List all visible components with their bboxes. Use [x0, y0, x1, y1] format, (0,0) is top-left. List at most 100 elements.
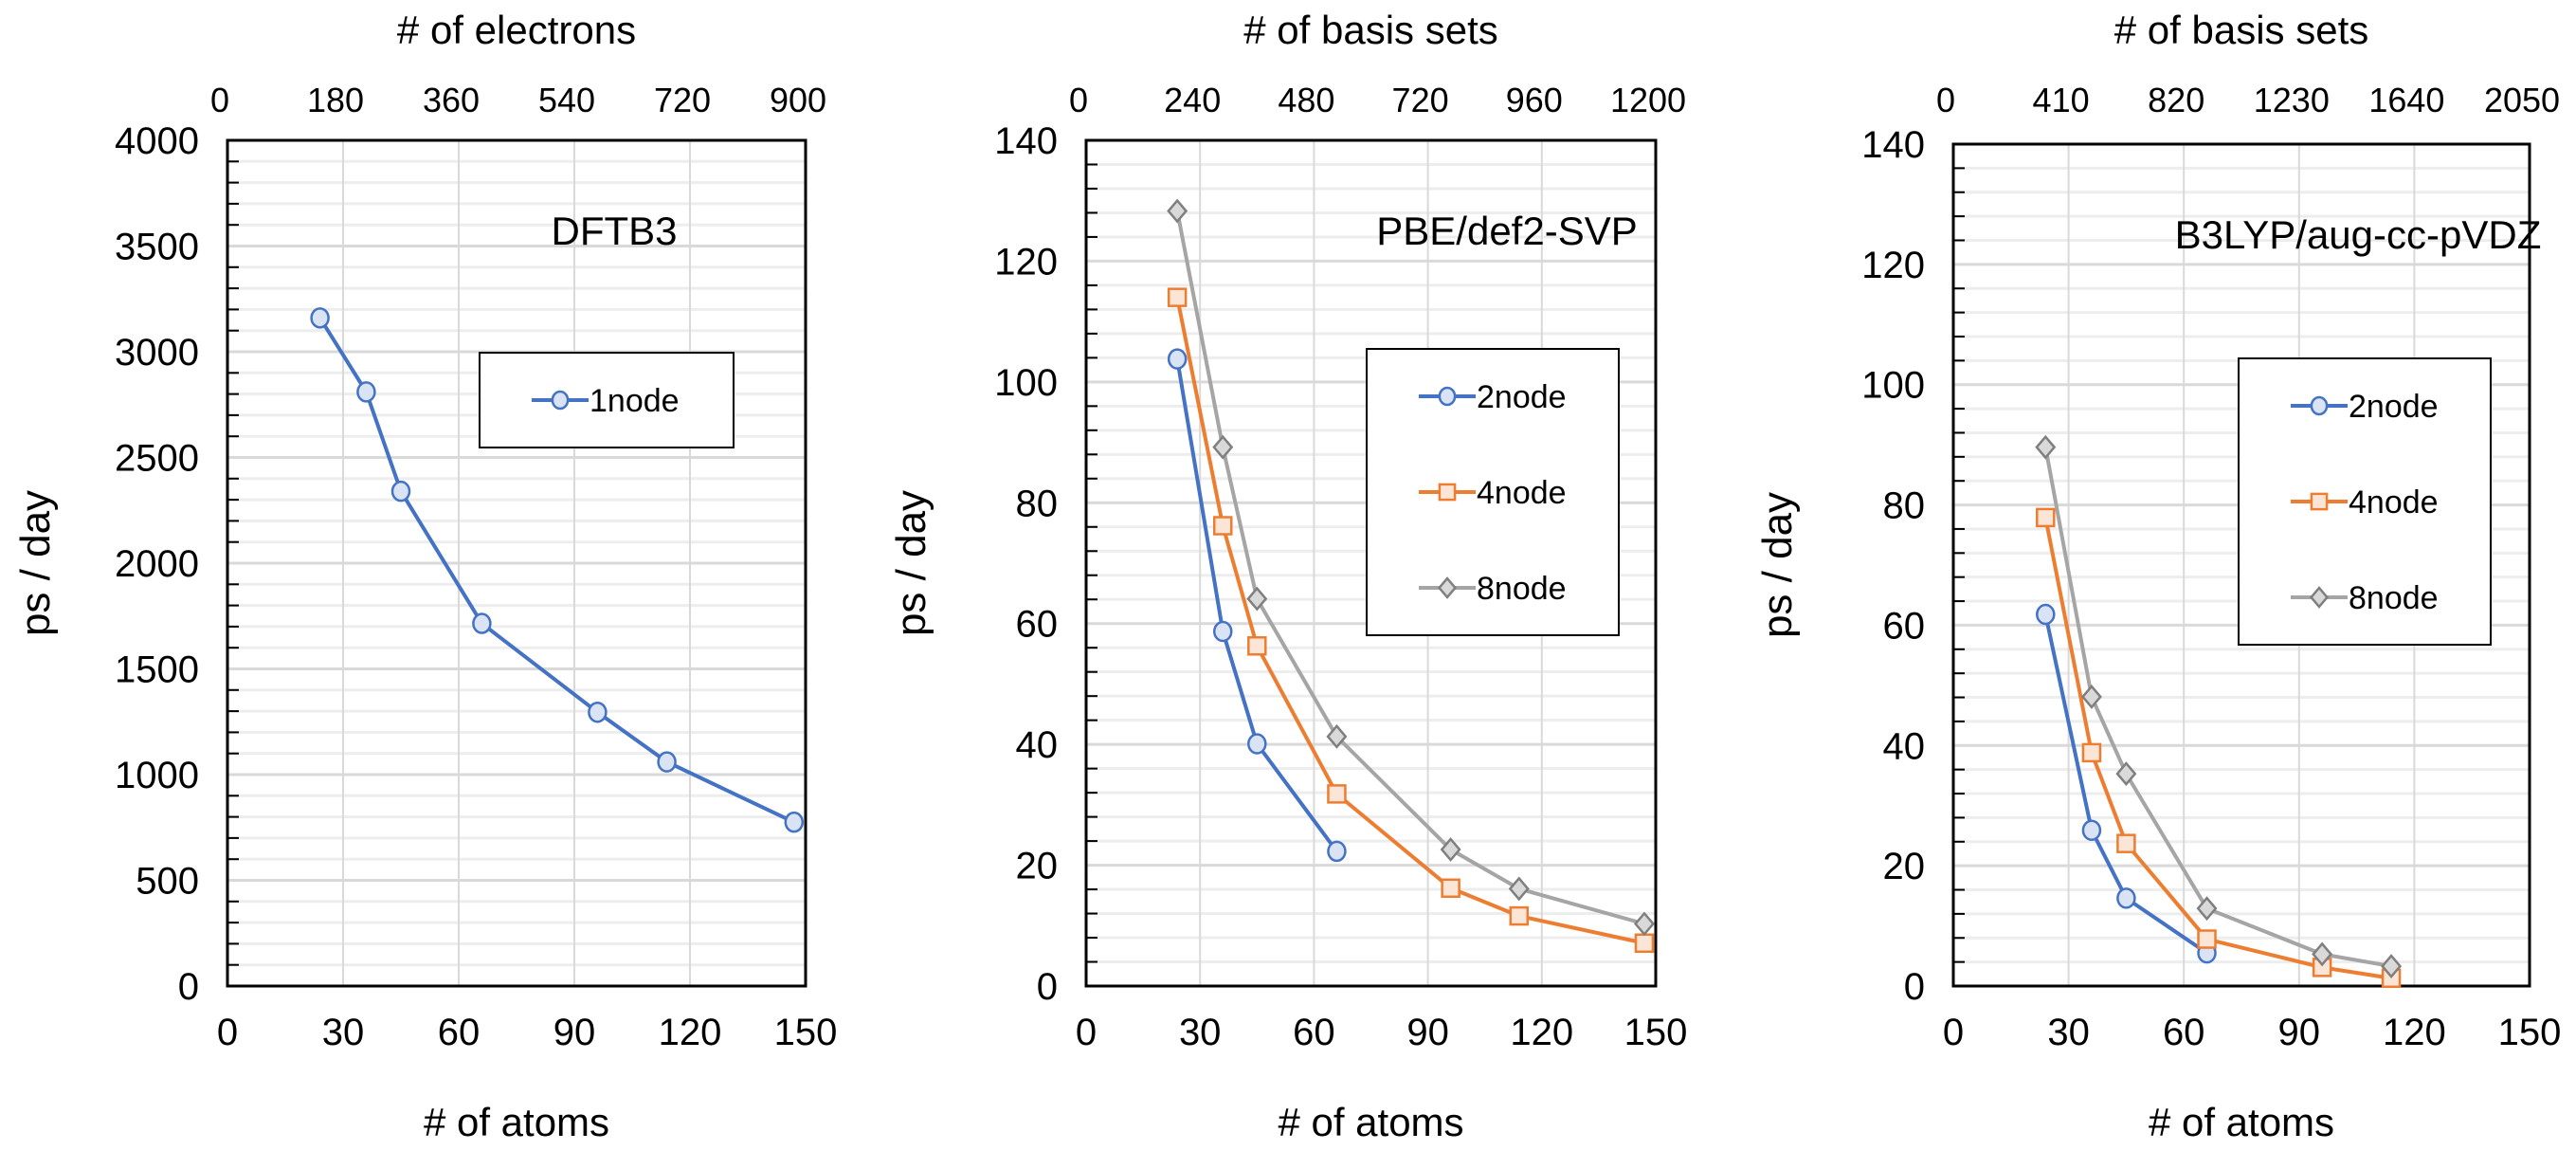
data-point	[1326, 723, 1348, 749]
plot-area-border	[1951, 142, 2531, 988]
y-axis-label: ps / day	[1754, 492, 1801, 638]
x-tick-label: 120	[1510, 1012, 1573, 1053]
legend-marker	[1438, 483, 1457, 502]
legend-marker	[551, 390, 570, 411]
x2-tick-label: 960	[1506, 81, 1563, 119]
x2-tick-label: 0	[210, 81, 229, 119]
data-point	[2080, 684, 2102, 709]
x-tick-label: 60	[1293, 1012, 1335, 1053]
chart-3: 0 20 40 60 80 100 120 140 0 30 60 90 120 150 0 410 820 12…	[1754, 8, 2561, 1144]
x2-tick-label: 820	[2148, 81, 2204, 119]
x-axis-label: # of atoms	[2149, 1100, 2334, 1144]
legend-marker	[2310, 395, 2329, 416]
y-tick-label: 0	[178, 966, 199, 1008]
legend-marker	[1437, 576, 1458, 599]
y-tick-label: 60	[1016, 604, 1059, 646]
y-axis-label: ps / day	[888, 490, 934, 636]
legend-item: 8node	[2291, 580, 2439, 616]
data-point	[2381, 954, 2403, 978]
legend-label: 4node	[1477, 475, 1567, 511]
data-point	[2036, 603, 2056, 626]
data-point	[1246, 586, 1268, 612]
y-tick-label: 120	[994, 241, 1058, 283]
legend-marker	[2309, 586, 2330, 609]
data-point	[784, 811, 805, 833]
data-point	[2116, 833, 2136, 853]
data-point	[1508, 876, 1530, 902]
x2-tick-label: 0	[1069, 81, 1088, 119]
x-tick-label: 150	[1624, 1012, 1688, 1053]
series-line	[2043, 447, 2392, 969]
data-point	[1441, 878, 1460, 899]
x2-tick-label: 1200	[1610, 81, 1686, 119]
legend-marker	[1438, 386, 1457, 407]
x-axis-label: # of atoms	[1278, 1100, 1463, 1144]
x2-tick-label: 720	[654, 81, 711, 119]
x2-tick-label: 480	[1278, 81, 1334, 119]
legend-label: 4node	[2349, 484, 2439, 521]
data-point	[2115, 761, 2137, 787]
y-tick-label: 80	[1016, 483, 1059, 524]
legend-label: 8node	[1477, 571, 1567, 607]
legend-label: 2node	[2349, 389, 2439, 425]
series-4node	[2036, 507, 2402, 989]
y-tick-label: 40	[1883, 725, 1926, 767]
x-tick-label: 90	[553, 1012, 596, 1053]
data-point	[2312, 941, 2333, 967]
y-tick-label: 80	[1883, 485, 1926, 527]
x2-tick-label: 360	[423, 81, 480, 119]
legend-label: 8node	[2349, 580, 2439, 616]
x2-axis-label: # of electrons	[397, 8, 636, 52]
y-tick-label: 4000	[115, 120, 199, 162]
x-tick-label: 120	[659, 1012, 722, 1053]
data-point	[2081, 819, 2102, 841]
x-tick-label: 60	[2163, 1012, 2205, 1053]
data-point	[1509, 905, 1530, 926]
series-2node	[1167, 348, 1347, 863]
data-point	[1247, 636, 1267, 656]
data-point	[1167, 348, 1188, 370]
series-8node	[1167, 198, 1655, 937]
data-point	[657, 751, 677, 773]
x2-tick-label: 540	[538, 81, 595, 119]
data-point	[390, 480, 411, 502]
x2-tick-label: 900	[770, 81, 826, 119]
y-axis-label: ps / day	[12, 490, 59, 636]
legend-box	[1366, 348, 1620, 636]
data-point	[1633, 911, 1655, 937]
series-line	[2043, 613, 2208, 955]
chart-title: B3LYP/aug-cc-pVDZ	[2175, 212, 2542, 257]
y-tick-label: 20	[1883, 846, 1926, 887]
x-tick-label: 120	[2383, 1012, 2446, 1053]
series-8node	[2035, 434, 2403, 978]
legend-label: 2node	[1477, 379, 1567, 415]
y-tick-label: 500	[136, 861, 199, 903]
x-tick-label: 60	[438, 1012, 481, 1053]
x-tick-label: 90	[2278, 1012, 2321, 1053]
series-4node	[1167, 287, 1655, 954]
y-tick-label: 2500	[115, 438, 199, 480]
x2-tick-label: 2050	[2484, 81, 2560, 119]
x2-tick-label: 180	[307, 81, 364, 119]
data-point	[2081, 742, 2102, 763]
data-point	[1327, 840, 1347, 863]
data-point	[588, 701, 608, 723]
y-tick-label: 0	[1904, 966, 1925, 1008]
legend-item: 1node	[532, 383, 680, 419]
x2-tick-label: 1640	[2368, 81, 2444, 119]
y-tick-label: 1500	[115, 649, 199, 691]
x2-tick-label: 410	[2033, 81, 2090, 119]
data-point	[2116, 887, 2136, 909]
data-point	[2036, 507, 2056, 528]
data-point	[1440, 837, 1461, 862]
chart-2: 0 20 40 60 80 100 120 140 0 30 60 90 120 150 0 240 480 72…	[888, 8, 1687, 1144]
series-line	[2043, 517, 2392, 980]
chart-title: PBE/def2-SVP	[1376, 209, 1637, 253]
y-tick-label: 140	[994, 120, 1058, 162]
legend-item: 8node	[1419, 571, 1567, 607]
legend-box	[479, 352, 735, 448]
x-tick-label: 150	[774, 1012, 838, 1053]
chart-title: DFTB3	[551, 209, 677, 253]
data-point	[1167, 287, 1188, 307]
